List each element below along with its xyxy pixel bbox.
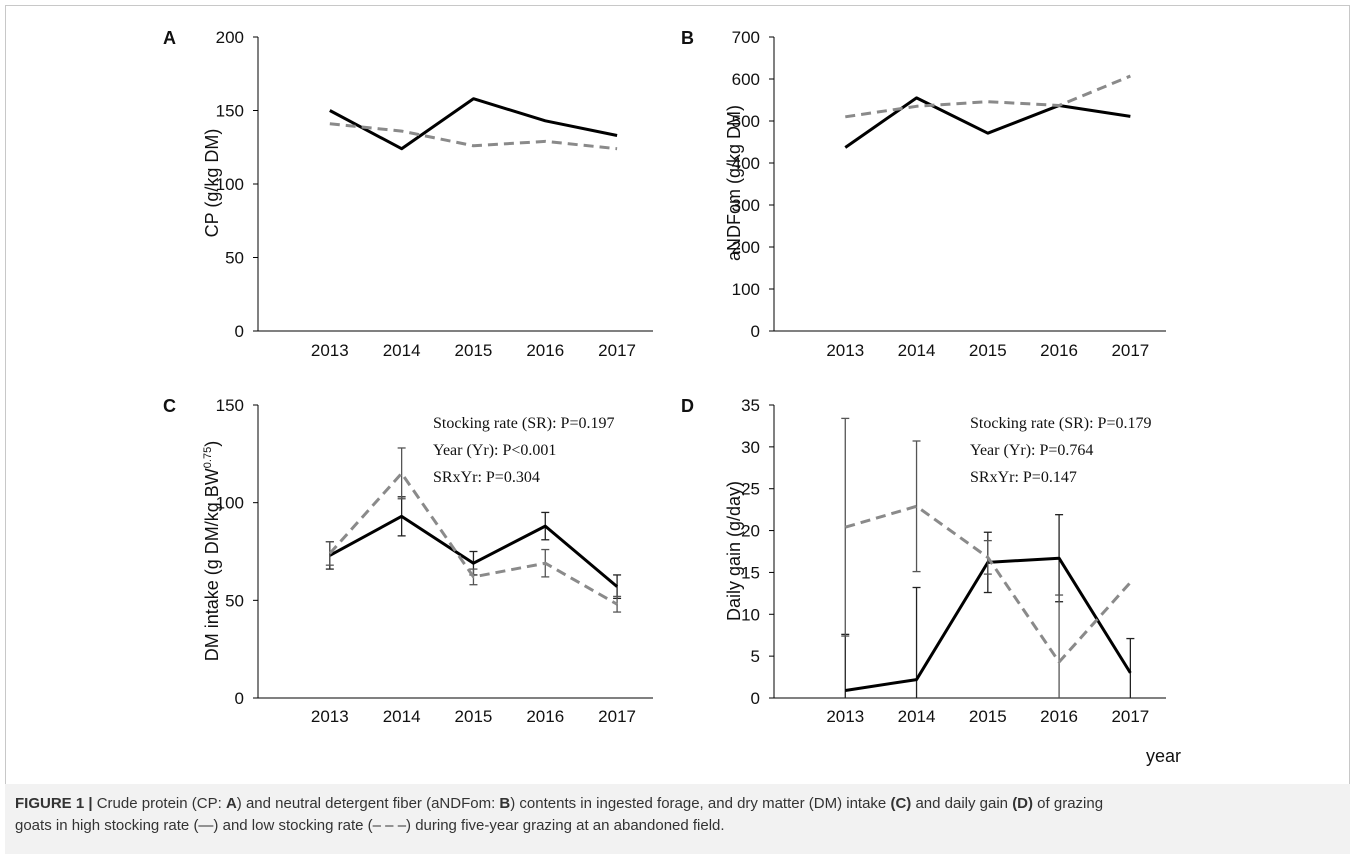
- stat-annotation: SRxYr: P=0.147: [970, 469, 1077, 486]
- y-tick-label: 100: [216, 494, 244, 513]
- y-tick-label: 10: [741, 605, 760, 624]
- chart-panel-a: 0 50 100 150 200 2013 2014 2015 2016 2017 A CP (g/k…: [163, 28, 653, 360]
- y-tick-label: 600: [732, 70, 760, 89]
- y-axis-label-end: ): [202, 441, 222, 447]
- caption-text-5: of grazing: [1033, 795, 1104, 812]
- series-line-high-sr: [329, 514, 619, 588]
- x-tick-label: 2015: [969, 707, 1007, 726]
- series-line-low-sr: [844, 504, 1132, 664]
- panel-letter: A: [163, 28, 176, 48]
- y-tick-label: 100: [732, 280, 760, 299]
- y-tick-label: 400: [732, 154, 760, 173]
- x-tick-label: 2015: [455, 707, 493, 726]
- series-line-high-sr: [844, 96, 1131, 149]
- x-tick-label: 2015: [455, 341, 493, 360]
- x-tick-label: 2013: [311, 707, 349, 726]
- y-tick-label: 500: [732, 112, 760, 131]
- y-tick-label: 5: [751, 647, 760, 666]
- y-axis-label: aNDFom (g/kg DM): [724, 105, 744, 261]
- x-tick-label: 2017: [598, 707, 636, 726]
- y-tick-label: 15: [741, 563, 760, 582]
- y-tick-label: 150: [216, 396, 244, 415]
- figure-caption: FIGURE 1 | Crude protein (CP: A) and neu…: [5, 784, 1350, 854]
- y-tick-label: 35: [741, 396, 760, 415]
- y-tick-label: 25: [741, 480, 760, 499]
- panel-letter: D: [681, 396, 694, 416]
- x-tick-label: 2016: [526, 707, 564, 726]
- stat-annotation: Year (Yr): P=0.764: [970, 442, 1093, 459]
- x-tick-label: 2014: [898, 707, 936, 726]
- x-tick-label: 2016: [1040, 341, 1078, 360]
- x-tick-label: 2013: [311, 341, 349, 360]
- caption-ref-d: (D): [1012, 795, 1034, 812]
- x-tick-label: 2016: [1040, 707, 1078, 726]
- stat-annotation: Stocking rate (SR): P=0.179: [970, 415, 1151, 432]
- caption-text-2: ) and neutral detergent fiber (aNDFom:: [236, 795, 500, 812]
- x-tick-label: 2017: [1111, 707, 1149, 726]
- stat-annotation: Stocking rate (SR): P=0.197: [433, 415, 614, 432]
- y-axis-label: DM intake (g DM/kg BW0.75): [202, 441, 222, 661]
- series-line-high-sr: [329, 97, 618, 151]
- caption-figure-label: FIGURE 1 |: [15, 795, 97, 812]
- x-tick-label: 2014: [383, 707, 421, 726]
- y-tick-label: 50: [225, 249, 244, 268]
- caption-text-3: ) contents in ingested forage, and dry m…: [510, 795, 891, 812]
- y-axis-label: CP (g/kg DM): [202, 129, 222, 238]
- caption-ref-a: A: [225, 795, 237, 812]
- x-tick-label: 2014: [898, 341, 936, 360]
- caption-line-1: FIGURE 1 | Crude protein (CP: A) and neu…: [15, 793, 1340, 815]
- caption-ref-b: B: [499, 795, 511, 812]
- chart-panel-c: 0 50 100 150 2013 2014 2015 2016 2017 C DM intake …: [163, 396, 653, 726]
- stat-annotation: Year (Yr): P<0.001: [433, 442, 556, 459]
- stat-annotation: SRxYr: P=0.304: [433, 469, 540, 486]
- series-line-low-sr: [329, 122, 618, 151]
- y-tick-label: 50: [225, 591, 244, 610]
- panel-letter: C: [163, 396, 176, 416]
- series-line-low-sr: [328, 471, 618, 606]
- x-axis-label: year: [1146, 746, 1181, 766]
- x-tick-label: 2013: [826, 341, 864, 360]
- y-tick-label: 0: [751, 689, 760, 708]
- y-axis-label-exponent: 0.75: [202, 447, 214, 468]
- x-tick-label: 2017: [598, 341, 636, 360]
- y-tick-label: 20: [741, 522, 760, 541]
- caption-ref-c: (C): [890, 795, 912, 812]
- y-tick-label: 0: [235, 689, 244, 708]
- y-tick-label: 100: [216, 175, 244, 194]
- y-tick-label: 0: [751, 322, 760, 341]
- caption-text-1: Crude protein (CP:: [96, 795, 226, 812]
- y-tick-label: 30: [741, 438, 760, 457]
- caption-line-2: goats in high stocking rate (—) and low …: [15, 817, 725, 834]
- x-tick-label: 2014: [383, 341, 421, 360]
- x-tick-label: 2016: [526, 341, 564, 360]
- x-tick-label: 2017: [1111, 341, 1149, 360]
- y-tick-label: 200: [732, 238, 760, 257]
- chart-panel-d: 0 5 10 15 20 25 30 35 2013 2014 2015 2016 2017 D Daily…: [681, 396, 1181, 766]
- y-tick-label: 150: [216, 102, 244, 121]
- y-axis-label: Daily gain (g/day): [724, 481, 744, 621]
- caption-text-4: and daily gain: [911, 795, 1013, 812]
- y-tick-label: 200: [216, 28, 244, 47]
- y-tick-label: 0: [235, 322, 244, 341]
- series-line-low-sr: [845, 74, 1131, 119]
- x-tick-label: 2015: [969, 341, 1007, 360]
- y-tick-label: 700: [732, 28, 760, 47]
- x-tick-label: 2013: [826, 707, 864, 726]
- panel-letter: B: [681, 28, 694, 48]
- chart-panel-b: 0 100 200 300 400 500 600 700 2013 2014 2015 2016 20…: [681, 28, 1166, 360]
- y-tick-label: 300: [732, 196, 760, 215]
